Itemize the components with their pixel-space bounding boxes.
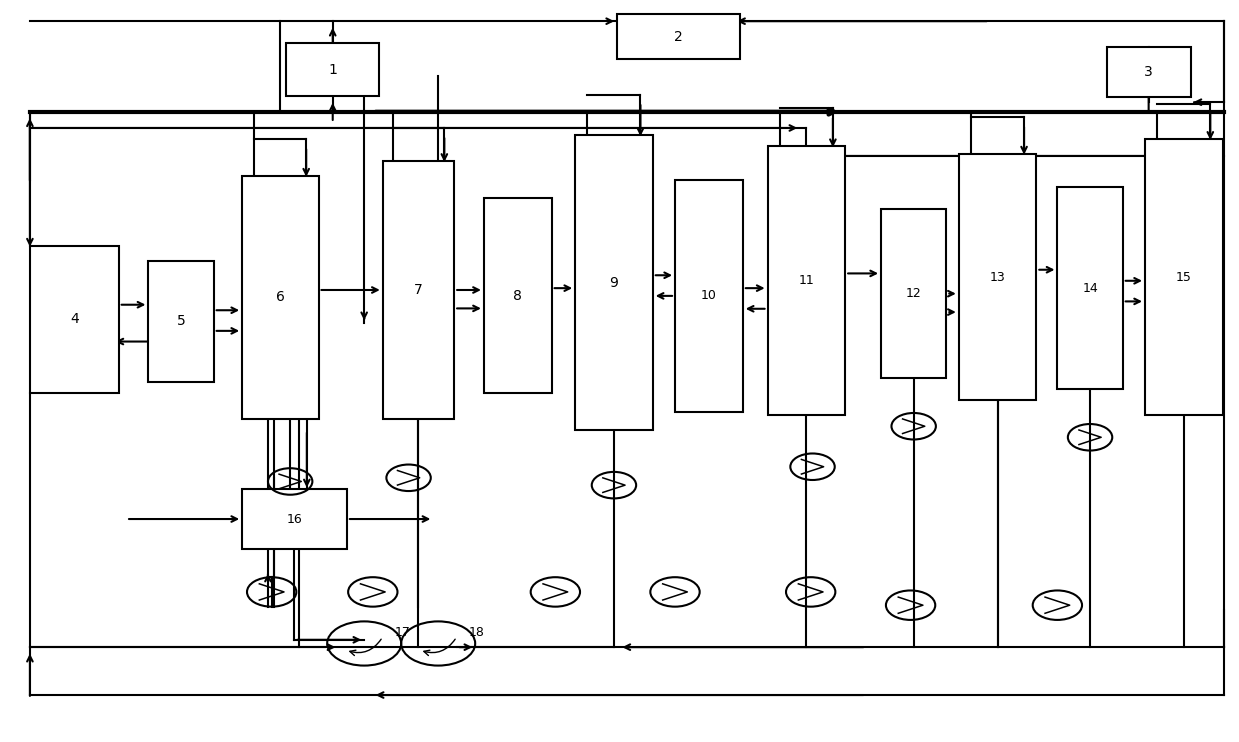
Text: 13: 13 <box>990 271 1005 283</box>
Bar <box>1106 47 1191 97</box>
Bar <box>242 489 347 549</box>
Text: 6: 6 <box>276 290 285 304</box>
Text: 17: 17 <box>395 626 411 639</box>
Text: 3: 3 <box>1145 65 1154 79</box>
Text: 18: 18 <box>470 626 484 639</box>
Text: 11: 11 <box>798 275 814 287</box>
Bar <box>575 135 653 430</box>
Bar <box>286 43 379 96</box>
Bar <box>1145 139 1223 416</box>
Text: 9: 9 <box>610 275 618 289</box>
Bar <box>1057 187 1123 390</box>
Bar <box>149 260 213 382</box>
Bar <box>483 198 551 393</box>
Bar <box>881 209 947 378</box>
Text: 4: 4 <box>69 312 79 326</box>
Text: 1: 1 <box>328 63 337 76</box>
Text: 14: 14 <box>1082 282 1098 295</box>
Bar <box>675 180 743 412</box>
Bar <box>959 154 1036 401</box>
Text: 7: 7 <box>414 283 422 297</box>
Text: 2: 2 <box>674 30 683 44</box>
Text: 12: 12 <box>906 287 922 301</box>
Text: 5: 5 <box>177 315 186 328</box>
Bar <box>242 176 318 419</box>
Text: 16: 16 <box>286 513 302 525</box>
Bar <box>617 14 741 59</box>
Text: 10: 10 <box>701 289 717 302</box>
Bar <box>30 246 119 393</box>
Text: 15: 15 <box>1176 271 1192 283</box>
Bar <box>383 161 455 419</box>
Text: 8: 8 <box>513 289 522 303</box>
Bar <box>767 146 845 416</box>
